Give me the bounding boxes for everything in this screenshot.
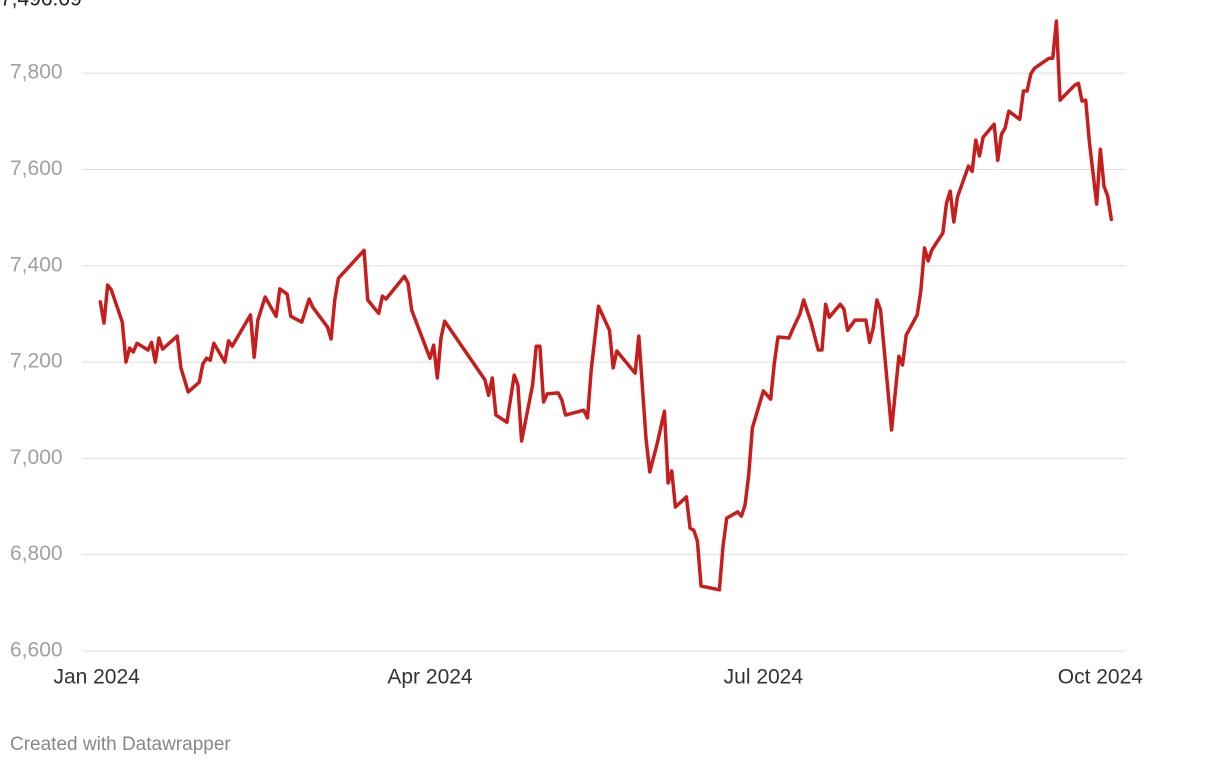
y-tick-label: 7,800 bbox=[10, 61, 63, 84]
x-tick-label: Jul 2024 bbox=[724, 666, 804, 689]
x-tick-label: Jan 2024 bbox=[53, 666, 140, 689]
y-tick-label: 6,800 bbox=[10, 542, 63, 565]
y-tick-label: 6,600 bbox=[10, 639, 63, 662]
y-tick-label: 7,000 bbox=[10, 446, 63, 469]
price-line bbox=[98, 19, 1114, 592]
y-tick-label: 7,200 bbox=[10, 350, 63, 373]
x-tick-label: Oct 2024 bbox=[1058, 666, 1144, 689]
y-tick-label: 7,600 bbox=[10, 157, 63, 180]
credit: Created with Datawrapper bbox=[10, 734, 231, 755]
value-label: 7,496.09 bbox=[0, 0, 82, 11]
y-tick-label: 7,400 bbox=[10, 253, 63, 276]
x-tick-label: Apr 2024 bbox=[387, 666, 473, 689]
